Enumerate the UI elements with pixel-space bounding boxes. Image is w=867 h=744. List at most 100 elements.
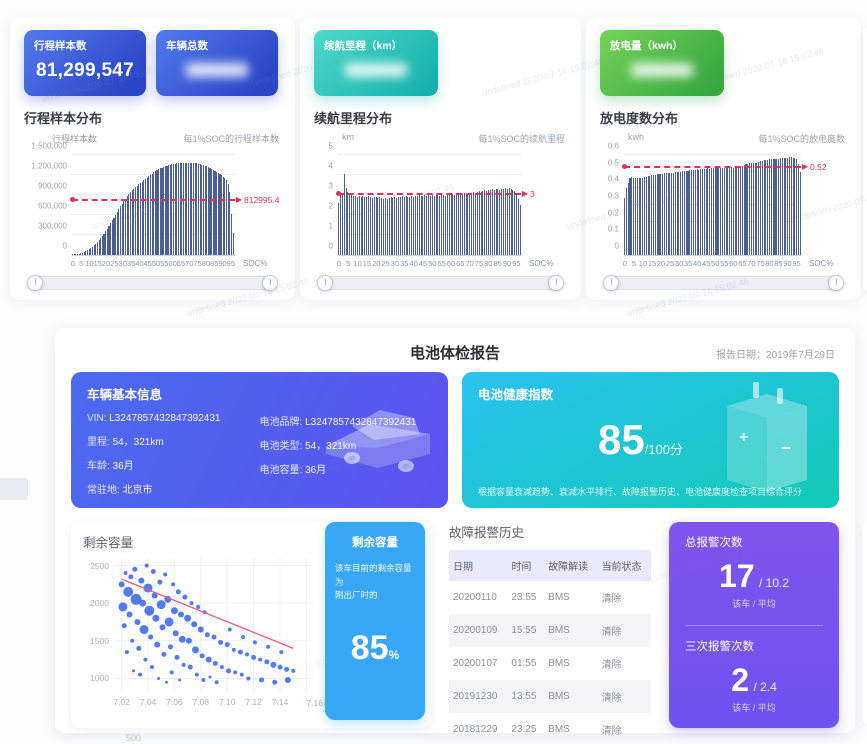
bar (197, 163, 199, 255)
bar (139, 183, 141, 255)
x-tick-label: 35 (683, 259, 693, 268)
bar (384, 198, 386, 255)
bar (418, 195, 420, 255)
bar (705, 169, 707, 255)
bar (772, 159, 774, 255)
bar (484, 190, 486, 255)
slider-handle-right[interactable] (828, 275, 844, 291)
bar (495, 189, 497, 255)
bar (651, 175, 653, 255)
slider-handle-right[interactable] (548, 275, 564, 291)
bar (698, 170, 700, 255)
field-label: 电池容量: (259, 465, 303, 476)
x-tick-label: 10 (85, 259, 94, 268)
slider-handle-left[interactable] (317, 275, 333, 291)
bar (191, 162, 193, 255)
datazoom-slider[interactable] (27, 275, 278, 291)
slider-handle-right[interactable] (262, 275, 278, 291)
masked-value (631, 63, 693, 77)
triple-alarm-avg: / 2.4 (753, 679, 777, 694)
bar (678, 171, 680, 255)
y-tick-label: 0 (328, 241, 333, 251)
panel-range: 续航里程（km） 续航里程分布 km 每1%SOC的续航里程 0 1 2 3 4 5 ▶ 3 0… (300, 18, 581, 300)
bar (428, 195, 430, 255)
bar (741, 165, 743, 255)
bar (711, 168, 713, 255)
vehicle-info-card: 车辆基本信息 VIN: L3247857432847392431 里程: 54，3… (71, 372, 448, 508)
bar (692, 170, 694, 255)
table-cell: 20191230 (449, 680, 508, 713)
y-tick-label: 0 (614, 241, 619, 251)
x-tick-label: 90 (502, 259, 512, 268)
bar (369, 197, 371, 255)
bar (732, 167, 734, 255)
x-tick-label: 90 (218, 259, 227, 268)
x-axis-unit: SOC% (809, 259, 834, 268)
x-tick-label: 15 (93, 259, 102, 268)
bar (121, 203, 123, 255)
bar (643, 176, 646, 255)
x-tick-label: 20 (101, 259, 111, 268)
bar (101, 235, 103, 255)
col-time: 时间 (507, 550, 545, 581)
bar (467, 194, 469, 255)
y-tick-label: 2000 (90, 598, 109, 609)
x-tick-label: 75 (474, 259, 484, 268)
scatter-title: 剩余容量 (83, 536, 134, 550)
bar (631, 176, 633, 255)
bar (624, 198, 626, 255)
total-alarm-label: 总报警次数 (685, 537, 743, 549)
bar (192, 162, 194, 255)
bar (182, 162, 185, 255)
report-header: 电池体检报告 报告日期：2019年7月29日 (71, 342, 839, 364)
bar (364, 197, 366, 255)
bar (345, 188, 347, 255)
markline-arrow-icon: ▶ (521, 189, 528, 198)
bar (474, 193, 476, 255)
datazoom-slider[interactable] (317, 275, 564, 291)
bar (689, 170, 691, 255)
gridline (624, 154, 801, 155)
bar (212, 169, 214, 255)
bar (422, 196, 424, 255)
bar (437, 195, 439, 255)
x-tick-label: 25 (665, 259, 675, 268)
bar (456, 194, 458, 255)
x-tick-label: 15 (362, 259, 372, 268)
markline-dot (622, 164, 627, 170)
bar-chart-range: 0 1 2 3 4 5 ▶ 3 0 5 10 15 20 25 30 35 40 45 50 55 60 65 70 75 80… (329, 142, 554, 269)
bar (642, 177, 644, 255)
bar (368, 196, 370, 255)
y-tick-label: 0.1 (607, 224, 619, 234)
axis-name-row: km 每1%SOC的续航里程 (316, 132, 565, 145)
bar (491, 189, 493, 255)
field-label: 里程: (87, 437, 110, 448)
x-tick-label: 30 (674, 259, 684, 268)
table-cell: 清除 (597, 680, 651, 713)
x-tick-label: 50 (711, 259, 720, 268)
bar (120, 206, 122, 255)
axis-caption: 每1%SOC的放电度数 (758, 134, 845, 144)
x-tick-label: 50 (428, 259, 437, 268)
bar (116, 211, 118, 255)
x-tick-label: 45 (702, 259, 711, 268)
bar (131, 190, 133, 255)
bar (110, 223, 112, 255)
bar (161, 167, 163, 255)
x-axis-unit: SOC% (243, 259, 268, 268)
markline-dot (70, 196, 75, 202)
bar (405, 196, 407, 255)
health-score-suffix: /100分 (644, 442, 684, 457)
vehicle-field: 电池类型: 54，321km (260, 437, 433, 452)
datazoom-slider[interactable] (603, 275, 844, 291)
slider-handle-left[interactable] (603, 275, 619, 291)
y-axis-name: kwh (628, 132, 645, 142)
bar (448, 195, 450, 255)
bar (769, 159, 771, 255)
slider-handle-left[interactable] (27, 275, 43, 291)
bar (435, 195, 437, 255)
markline-arrow-icon: ▶ (235, 194, 242, 204)
bar (347, 192, 349, 255)
vehicle-info-title: 车辆基本信息 (87, 388, 163, 402)
bar (790, 156, 792, 255)
